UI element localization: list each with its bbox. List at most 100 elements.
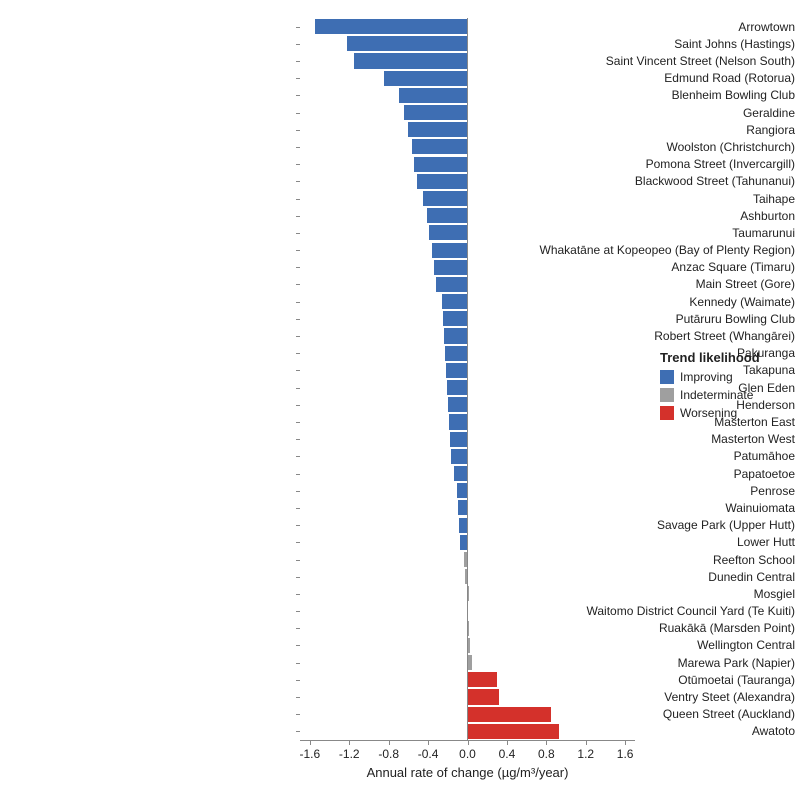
y-tick [296, 422, 300, 423]
y-axis-label: Otūmoetai (Tauranga) [503, 674, 795, 686]
x-tick-mark [507, 740, 508, 745]
bar [404, 105, 467, 120]
y-tick [296, 405, 300, 406]
y-tick [296, 645, 300, 646]
legend-swatch [660, 406, 674, 420]
x-tick-mark [428, 740, 429, 745]
y-tick [296, 130, 300, 131]
y-axis-label: Reefton School [503, 554, 795, 566]
bar [427, 208, 467, 223]
x-tick-label: -1.2 [339, 748, 360, 760]
x-tick-mark [389, 740, 390, 745]
y-tick [296, 577, 300, 578]
y-tick [296, 284, 300, 285]
legend-label: Worsening [680, 406, 737, 420]
bar [451, 449, 468, 464]
y-axis-label: Wellington Central [503, 639, 795, 651]
legend-item: Indeterminate [660, 388, 753, 402]
bar [458, 500, 468, 515]
legend-label: Improving [680, 370, 733, 384]
x-tick-mark [468, 740, 469, 745]
y-axis-label: Edmund Road (Rotorua) [503, 72, 795, 84]
bar [450, 432, 468, 447]
y-tick [296, 611, 300, 612]
y-axis-label: Lower Hutt [503, 536, 795, 548]
y-axis-label: Arrowtown [503, 21, 795, 33]
x-axis-title: Annual rate of change (µg/m³/year) [367, 766, 569, 779]
bar [468, 655, 473, 670]
y-axis-label: Patumāhoe [503, 450, 795, 462]
y-axis-label: Pomona Street (Invercargill) [503, 158, 795, 170]
bar [442, 294, 468, 309]
y-tick [296, 560, 300, 561]
legend-swatch [660, 370, 674, 384]
y-tick [296, 594, 300, 595]
y-axis-label: Blackwood Street (Tahunanui) [503, 175, 795, 187]
y-axis-label: Woolston (Christchurch) [503, 141, 795, 153]
y-axis-label: Dunedin Central [503, 571, 795, 583]
bar [354, 53, 467, 68]
y-tick [296, 628, 300, 629]
zero-line [467, 18, 468, 740]
y-axis-label: Papatoetoe [503, 468, 795, 480]
y-axis-label: Mosgiel [503, 588, 795, 600]
y-axis-label: Whakatāne at Kopeopeo (Bay of Plenty Reg… [503, 244, 795, 256]
y-axis-label: Taihape [503, 193, 795, 205]
y-axis-label: Savage Park (Upper Hutt) [503, 519, 795, 531]
x-tick-label: 0.0 [459, 748, 476, 760]
bar [399, 88, 468, 103]
bar [412, 139, 467, 154]
bar [315, 19, 468, 34]
bar [468, 672, 498, 687]
y-axis-label: Saint Vincent Street (Nelson South) [503, 55, 795, 67]
legend-swatch [660, 388, 674, 402]
bar [447, 380, 468, 395]
y-axis-label: Ventry Steet (Alexandra) [503, 691, 795, 703]
y-axis-label: Wainuiomata [503, 502, 795, 514]
y-tick [296, 44, 300, 45]
x-tick-mark [349, 740, 350, 745]
y-axis-label: Marewa Park (Napier) [503, 657, 795, 669]
bar [408, 122, 467, 137]
y-tick [296, 78, 300, 79]
y-axis-label: Saint Johns (Hastings) [503, 38, 795, 50]
y-axis-label: Robert Street (Whangārei) [503, 330, 795, 342]
y-axis-label: Masterton West [503, 433, 795, 445]
y-tick [296, 233, 300, 234]
legend-item: Worsening [660, 406, 737, 420]
y-axis-label: Waitomo District Council Yard (Te Kuiti) [503, 605, 795, 617]
bar [436, 277, 468, 292]
bar [432, 243, 467, 258]
y-axis-label: Takapuna [503, 364, 795, 376]
y-tick [296, 199, 300, 200]
x-tick-label: 1.6 [617, 748, 634, 760]
y-axis-label: Kennedy (Waimate) [503, 296, 795, 308]
bar [384, 71, 468, 86]
bar [468, 689, 500, 704]
y-tick [296, 113, 300, 114]
y-tick [296, 697, 300, 698]
y-tick [296, 181, 300, 182]
bar [444, 328, 468, 343]
x-tick-mark [310, 740, 311, 745]
x-tick-label: -0.8 [378, 748, 399, 760]
y-axis-label: Anzac Square (Timaru) [503, 261, 795, 273]
y-tick [296, 61, 300, 62]
chart-container: Arrowtown Saint Johns (Hastings) Saint Vin… [0, 0, 795, 795]
x-tick-label: 1.2 [577, 748, 594, 760]
y-tick [296, 439, 300, 440]
bar [429, 225, 467, 240]
bar [414, 157, 467, 172]
y-axis-label: Taumarunui [503, 227, 795, 239]
y-tick [296, 302, 300, 303]
x-tick-label: -0.4 [418, 748, 439, 760]
bar [423, 191, 467, 206]
y-tick [296, 525, 300, 526]
bar [443, 311, 468, 326]
y-tick [296, 370, 300, 371]
x-tick-mark [586, 740, 587, 745]
y-tick [296, 491, 300, 492]
y-tick [296, 147, 300, 148]
bar [347, 36, 467, 51]
y-axis-label: Masterton East [503, 416, 795, 428]
